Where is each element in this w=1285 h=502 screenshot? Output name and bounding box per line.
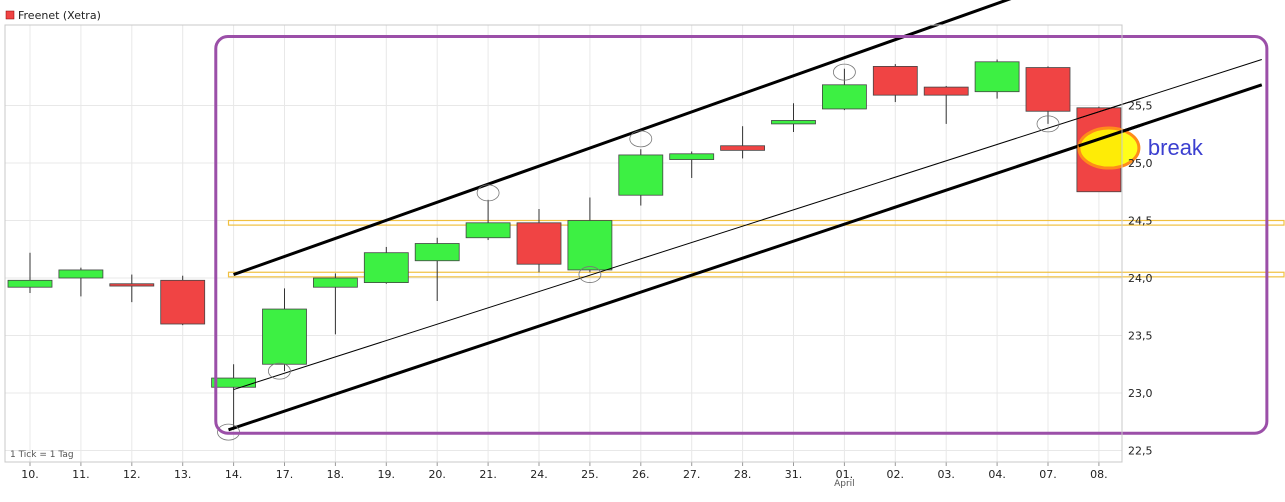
month-label: April (834, 479, 855, 489)
x-tick-label: 21. (479, 468, 497, 481)
candle (312, 273, 358, 335)
candle-body (109, 283, 155, 287)
touch-points (217, 63, 1060, 441)
candle-body (1025, 67, 1071, 112)
y-tick-label: 24,0 (1128, 272, 1153, 285)
x-tick-label: 07. (1039, 468, 1057, 481)
candle-body (516, 222, 562, 265)
candle (974, 59, 1020, 99)
candle (58, 267, 104, 297)
y-tick-label: 24,5 (1128, 215, 1153, 228)
candle-body (923, 86, 969, 96)
candle (618, 149, 664, 206)
x-tick-label: 26. (632, 468, 650, 481)
y-tick-label: 23,5 (1128, 330, 1153, 343)
candle-body (720, 145, 765, 151)
tick-note: 1 Tick = 1 Tag (10, 450, 74, 460)
x-tick-label: 08. (1090, 468, 1108, 481)
x-tick-label: 25. (581, 468, 599, 481)
y-tick-label: 23,0 (1128, 387, 1153, 400)
candle (720, 126, 765, 159)
candle (771, 103, 816, 132)
candle (7, 252, 53, 293)
legend-swatch (5, 10, 15, 20)
touch-point-circle (629, 130, 653, 148)
candle-body (211, 377, 257, 388)
candle (669, 151, 715, 178)
axes: 10. 11. 12. 13. 14. 17. 18. 19. 20. 21. 24. 25. 26. 2… (4, 24, 1153, 481)
candle (872, 64, 918, 103)
candle (160, 275, 206, 326)
candle-body (160, 279, 206, 325)
candle (923, 85, 969, 124)
x-tick-label: 04. (988, 468, 1006, 481)
break-annotation: break (1148, 135, 1204, 160)
x-tick-label: 28. (734, 468, 752, 481)
candle-body (312, 277, 358, 288)
candle-body (974, 61, 1020, 93)
x-tick-label: 20. (428, 468, 446, 481)
x-tick-label: 11. (72, 468, 90, 481)
candle-body (262, 308, 307, 365)
candle-body (58, 269, 104, 279)
touch-point-circle (578, 266, 602, 283)
x-tick-label: 24. (530, 468, 548, 481)
x-tick-label: 18. (327, 468, 345, 481)
y-tick-label: 25,5 (1128, 100, 1153, 113)
candle (262, 288, 307, 372)
channel-line-overlay (1078, 124, 1141, 148)
touch-point-circle (833, 63, 856, 81)
candle (822, 68, 867, 111)
x-tick-label: 31. (785, 468, 803, 481)
candle-body (771, 120, 816, 125)
channel-line (233, 0, 1012, 276)
candle (414, 237, 460, 301)
support-bands (227, 219, 1285, 278)
candle-body (822, 84, 867, 110)
candle-body (465, 222, 511, 239)
x-tick-label: 10. (21, 468, 39, 481)
candle-body (669, 153, 715, 160)
x-tick-label: 12. (123, 468, 141, 481)
break-highlight (1077, 126, 1141, 170)
candle-body (414, 243, 460, 262)
touch-point-circle (476, 184, 500, 202)
candle (109, 274, 155, 303)
channel-line-overlay (1078, 98, 1140, 119)
candle-body (363, 252, 409, 283)
y-tick-label: 25,0 (1128, 157, 1153, 170)
candle (516, 209, 562, 273)
x-tick-label: 19. (378, 468, 396, 481)
x-tick-label: 17. (276, 468, 294, 481)
candle (1025, 66, 1071, 124)
candle-body (618, 154, 664, 196)
touch-point-circle (1036, 115, 1060, 133)
x-tick-label: 27. (683, 468, 701, 481)
candle-body (872, 66, 918, 96)
candle (363, 246, 409, 284)
candle-body (567, 220, 613, 271)
candle (465, 199, 511, 241)
touch-point-circle (268, 362, 291, 380)
candle-body (7, 279, 53, 288)
grid-layer (5, 25, 1122, 462)
support-band (227, 219, 1285, 226)
x-tick-label: 01. (836, 468, 854, 481)
region-box (214, 35, 1269, 435)
y-tick-label: 22,5 (1128, 445, 1153, 458)
support-band (227, 271, 1285, 278)
highlight-box (214, 35, 1269, 435)
x-tick-label: 14. (225, 468, 243, 481)
candle (567, 197, 613, 273)
plot-frame (4, 24, 1123, 463)
chart-title: Freenet (Xetra) (18, 9, 101, 22)
x-tick-label: 03. (937, 468, 955, 481)
x-tick-label: 13. (174, 468, 192, 481)
x-tick-label: 02. (887, 468, 905, 481)
